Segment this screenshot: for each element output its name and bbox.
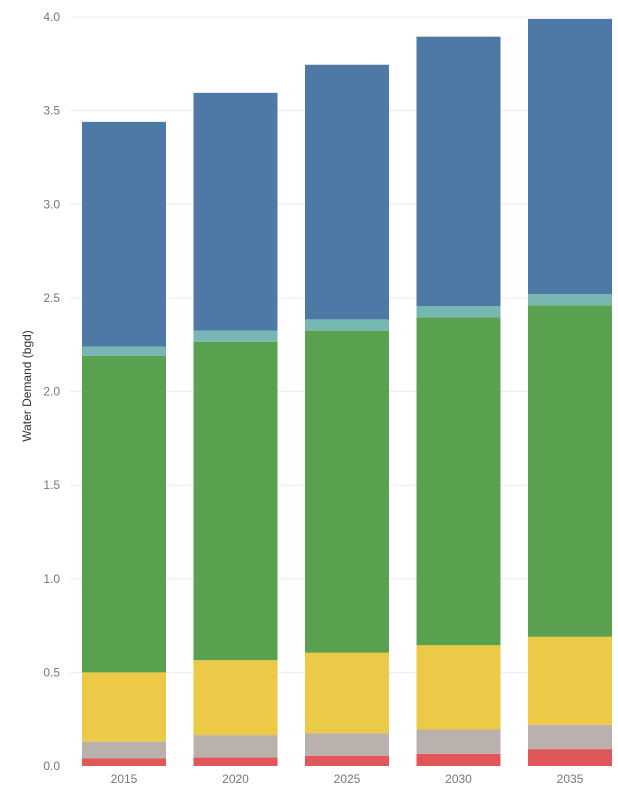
y-tick-label: 1.0	[43, 572, 60, 586]
y-tick-label: 0.0	[43, 759, 60, 773]
bar-segment	[82, 758, 166, 766]
bars	[82, 18, 612, 766]
bar-segment	[305, 319, 389, 331]
bar-segment	[416, 36, 501, 307]
x-tick-label: 2030	[445, 772, 472, 786]
bar-segment	[528, 294, 612, 306]
bar-segment	[416, 645, 501, 730]
y-tick-label: 2.5	[43, 291, 60, 305]
y-axis-label: Water Demand (bgd)	[20, 330, 34, 442]
x-tick-label: 2020	[222, 772, 249, 786]
x-tick-label: 2035	[557, 772, 584, 786]
bar-segment	[193, 92, 278, 331]
bar-segment	[82, 346, 166, 356]
bar-segment	[528, 749, 612, 766]
bar-segment	[305, 652, 389, 734]
bar-segment	[305, 755, 389, 766]
y-tick-label: 1.5	[43, 478, 60, 492]
x-axis-ticks: 2015 2020 2025 2030 2035	[111, 772, 584, 786]
bar-segment	[528, 724, 612, 750]
bar-segment	[193, 341, 278, 661]
y-axis-ticks: 0.0 0.5 1.0 1.5 2.0 2.5 3.0 3.5 4.0	[43, 10, 60, 773]
bar-segment	[416, 753, 501, 766]
y-tick-label: 4.0	[43, 10, 60, 24]
bar-segment	[82, 741, 166, 759]
bar-segment	[193, 735, 278, 758]
bar-segment	[193, 330, 278, 342]
bar-segment	[305, 330, 389, 653]
bar-segment	[528, 636, 612, 725]
bar-segment	[416, 306, 501, 318]
y-tick-label: 3.5	[43, 104, 60, 118]
bar-segment	[305, 64, 389, 320]
bar-segment	[82, 355, 166, 673]
bar-segment	[193, 757, 278, 766]
bar-segment	[416, 729, 501, 754]
bar-segment	[82, 672, 166, 742]
y-tick-label: 2.0	[43, 385, 60, 399]
x-tick-label: 2015	[111, 772, 138, 786]
bar-segment	[193, 660, 278, 736]
bar-segment	[528, 18, 612, 295]
y-tick-label: 3.0	[43, 197, 60, 211]
y-tick-label: 0.5	[43, 665, 60, 679]
bar-segment	[305, 733, 389, 756]
x-tick-label: 2025	[334, 772, 361, 786]
bar-segment	[82, 121, 166, 347]
bar-segment	[416, 317, 501, 646]
bar-segment	[528, 305, 612, 637]
